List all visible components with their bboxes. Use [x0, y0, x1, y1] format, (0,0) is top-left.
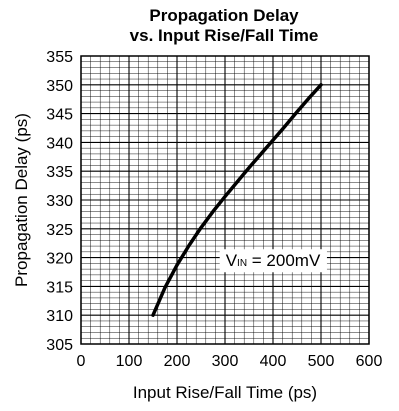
x-tick-label: 0 — [77, 353, 86, 370]
x-tick-label: 200 — [164, 353, 191, 370]
vin-annotation-subscript: IN — [237, 258, 247, 269]
chart-title-line2: vs. Input Rise/Fall Time — [130, 26, 319, 45]
y-tick-label: 355 — [46, 49, 73, 66]
y-tick-label: 320 — [46, 251, 73, 268]
y-tick-label: 335 — [46, 164, 73, 181]
y-tick-labels: 305 310 315 320 325 330 335 340 345 350 355 — [46, 49, 73, 354]
x-tick-label: 100 — [116, 353, 143, 370]
x-tick-labels: 0 100 200 300 400 500 600 — [77, 353, 383, 370]
x-axis-label: Input Rise/Fall Time (ps) — [133, 383, 317, 402]
vin-annotation: VIN = 200mV — [226, 251, 321, 270]
y-tick-label: 345 — [46, 107, 73, 124]
vin-annotation-rest: = 200mV — [247, 251, 321, 270]
y-tick-label: 305 — [46, 337, 73, 354]
y-axis-label: Propagation Delay (ps) — [12, 113, 31, 287]
x-tick-label: 400 — [260, 353, 287, 370]
chart-title-line1: Propagation Delay — [149, 6, 299, 25]
x-tick-label: 300 — [212, 353, 239, 370]
series-line — [151, 83, 323, 317]
y-tick-label: 350 — [46, 78, 73, 95]
vin-annotation-main: V — [226, 251, 238, 270]
x-tick-label: 600 — [356, 353, 383, 370]
y-tick-label: 330 — [46, 193, 73, 210]
y-tick-label: 310 — [46, 308, 73, 325]
y-tick-label: 325 — [46, 222, 73, 239]
major-grid — [80, 55, 370, 345]
x-tick-label: 500 — [308, 353, 335, 370]
y-tick-label: 315 — [46, 279, 73, 296]
y-tick-label: 340 — [46, 135, 73, 152]
annotation-background — [219, 249, 327, 273]
plot-frame — [80, 55, 370, 345]
